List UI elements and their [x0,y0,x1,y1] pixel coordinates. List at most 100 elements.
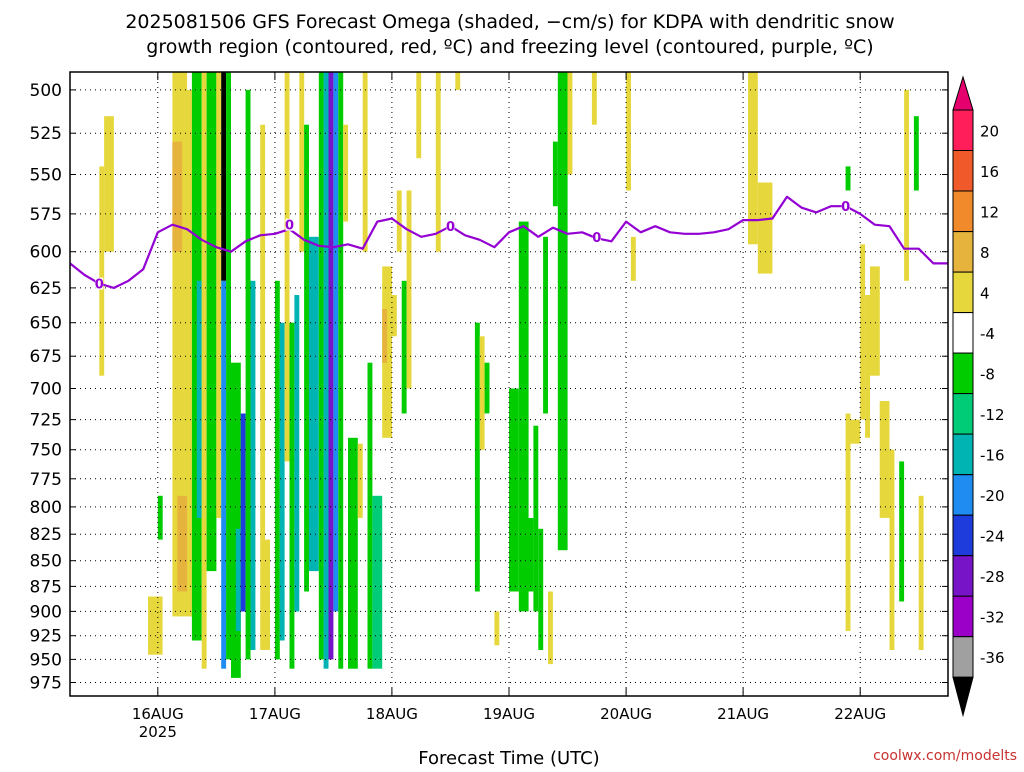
omega-cell [274,280,280,660]
omega-cell [99,166,105,376]
omega-cell [879,401,890,518]
omega-cell [201,72,207,669]
contour-label: 0 [841,200,850,215]
x-tick-label: 19AUG [483,705,535,723]
colorbar-label: 8 [980,244,990,262]
x-tick-label: 16AUG [132,705,184,723]
omega-cell [309,236,319,572]
colorbar-swatch [952,474,974,516]
omega-cell [216,72,222,518]
omega-cell [850,419,861,444]
omega-cell [206,72,217,572]
y-tick-label: 500 [30,81,62,101]
omega-cell [757,182,773,274]
omega-cell [396,190,402,252]
y-tick-label: 725 [30,411,62,431]
omega-cell [226,72,231,660]
omega-cell [328,72,334,660]
colorbar-swatch [952,433,974,476]
omega-cell [435,72,441,252]
omega-cell [416,72,422,159]
contour-label-background [841,200,850,213]
colorbar-bottom-arrow [952,676,974,718]
omega-cell [289,322,295,669]
y-tick-label: 850 [30,552,62,572]
colorbar-swatch [952,352,974,395]
colorbar-label: -12 [980,406,1005,424]
colorbar-swatch [952,555,974,597]
y-tick-label: 975 [30,674,62,694]
contour-label: 0 [95,278,104,293]
omega-cell [338,72,344,669]
omega-cell [148,596,163,655]
colorbar-label: -24 [980,527,1005,545]
x-tick-label: 20AUG [600,705,652,723]
omega-cell [455,72,461,90]
colorbar-swatch [952,636,974,678]
omega-cell [104,116,114,252]
omega-cell [157,495,163,540]
colorbar-top-arrow [952,75,974,111]
omega-cell [479,336,485,450]
omega-cell [231,362,241,678]
omega-cell [630,236,636,281]
omega-cell [406,190,412,389]
colorbar-label: 12 [980,203,999,221]
omega-cell [323,72,329,669]
x-tick-label: 22AUG [834,705,886,723]
omega-cell [870,266,880,376]
colorbar: 20 16 12 8 4 -4 -8 -12 -16 -20 -24 -28 -32 -36 [952,75,1005,718]
freezing-level-contour: 0 0 0 0 0 [69,195,948,293]
y-tick-label: 700 [30,380,62,400]
omega-cell [196,280,202,518]
omega-cell [557,72,568,551]
omega-cell [343,124,349,222]
colorbar-swatch [952,393,974,435]
omega-cell [391,295,397,337]
colorbar-swatch [952,312,974,354]
omega-cell [865,295,870,438]
omega-cell [845,166,851,191]
omega-cell [552,141,558,207]
omega-cell [899,461,905,602]
contour-label-background [285,218,294,231]
omega-cell [318,72,324,660]
grid-lines [70,72,948,696]
colorbar-label: -28 [980,568,1005,586]
omega-cell [548,591,553,665]
omega-cell [294,295,300,612]
y-tick-label: 525 [30,124,62,144]
y-tick-label: 600 [30,243,62,263]
y-tick-label: 625 [30,279,62,299]
colorbar-swatch [952,595,974,638]
freezing-level-line [69,195,948,289]
omega-cell [367,362,373,669]
colorbar-swatch [952,271,974,314]
omega-cell [348,437,358,669]
omega-cell [533,425,539,612]
omega-cell [372,495,383,669]
omega-cell [518,221,529,612]
colorbar-label: -8 [980,365,995,383]
contour-label: 0 [592,231,601,246]
colorbar-swatch [952,190,974,232]
omega-cell [187,72,192,90]
omega-cell [235,528,241,631]
omega-cell [172,141,183,252]
x-tick-year: 2025 [139,723,177,741]
colorbar-label: -4 [980,325,995,343]
omega-cell [543,236,548,414]
omega-cell [357,443,363,518]
omega-cell [484,362,490,414]
contour-label-background [592,230,601,243]
omega-cell [591,72,597,125]
contour-label-background [446,220,455,233]
y-tick-label: 900 [30,602,62,622]
colorbar-label: -32 [980,609,1005,627]
omega-cell [191,72,202,641]
colorbar-swatch [952,150,974,192]
omega-cell [279,322,285,641]
chart-title-line-1: 2025081506 GFS Forecast Omega (shaded, −… [125,11,894,33]
